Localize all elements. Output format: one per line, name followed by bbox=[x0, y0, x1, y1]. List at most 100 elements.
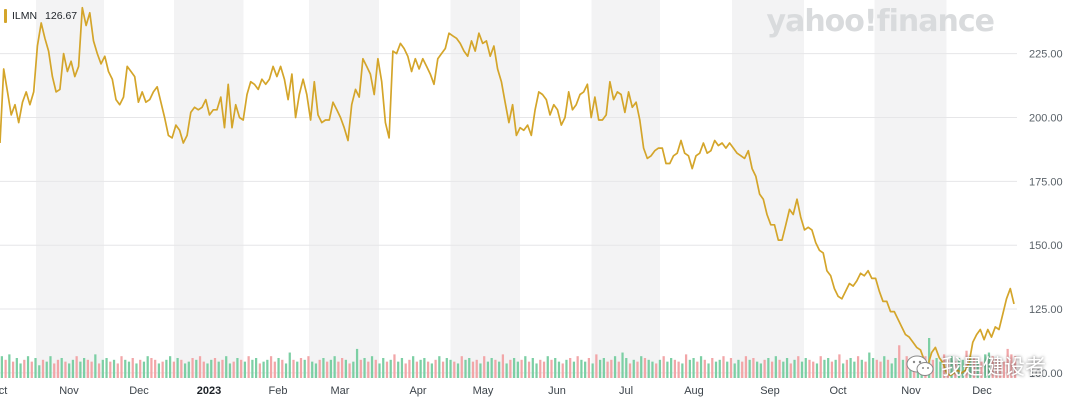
volume-bar bbox=[744, 356, 748, 378]
volume-bar bbox=[423, 358, 426, 378]
x-tick-label: Dec bbox=[972, 385, 992, 397]
volume-bar bbox=[363, 358, 366, 378]
volume-bar bbox=[591, 363, 594, 378]
volume-bar bbox=[670, 358, 673, 378]
volume-bar bbox=[565, 359, 568, 378]
volume-bar bbox=[299, 358, 303, 378]
volume-bar bbox=[445, 358, 448, 378]
volume-bar bbox=[681, 363, 684, 378]
volume-bar bbox=[1002, 361, 1006, 378]
volume-bar bbox=[19, 363, 22, 378]
volume-bar bbox=[804, 358, 807, 378]
volume-bar bbox=[767, 358, 770, 378]
volume-bar bbox=[475, 359, 478, 378]
volume-bar bbox=[247, 356, 250, 378]
volume-bar bbox=[602, 358, 605, 378]
volume-bar bbox=[856, 356, 860, 378]
volume-bar bbox=[621, 352, 624, 378]
volume-bar bbox=[789, 363, 792, 378]
volume-bar bbox=[785, 358, 789, 378]
volume-bar bbox=[382, 358, 385, 378]
volume-bar bbox=[1006, 348, 1009, 378]
volume-bar bbox=[296, 361, 299, 378]
volume-bar bbox=[206, 363, 209, 378]
volume-bar bbox=[210, 359, 213, 378]
volume-bar bbox=[490, 358, 493, 378]
volume-bar bbox=[774, 356, 777, 378]
volume-bar bbox=[393, 354, 396, 378]
volume-bar bbox=[408, 359, 411, 378]
volume-bar bbox=[965, 350, 968, 378]
volume-bar bbox=[673, 359, 677, 378]
volume-bar bbox=[146, 356, 149, 378]
x-tick-label: ct bbox=[0, 385, 7, 397]
x-tick-label: Sep bbox=[760, 385, 780, 397]
volume-bar bbox=[494, 359, 497, 378]
volume-bar bbox=[23, 359, 26, 378]
volume-bar bbox=[684, 354, 688, 378]
volume-bar bbox=[539, 359, 542, 378]
volume-bar bbox=[112, 359, 116, 378]
volume-bar bbox=[412, 356, 415, 378]
volume-bar bbox=[329, 359, 333, 378]
x-tick-label: Apr bbox=[409, 385, 426, 397]
volume-bar bbox=[752, 358, 755, 378]
y-tick-label: 200.00 bbox=[1029, 112, 1063, 124]
volume-bar bbox=[468, 358, 471, 378]
volume-bar bbox=[30, 361, 33, 378]
volume-bar bbox=[486, 361, 490, 378]
x-tick-label: Oct bbox=[829, 385, 846, 397]
volume-bar bbox=[572, 361, 576, 378]
volume-bar bbox=[535, 363, 538, 378]
x-axis: ct Nov Dec 2023 Feb Mar Apr May Jun Jul Aug Sep Oct N… bbox=[0, 385, 992, 397]
volume-bar bbox=[198, 356, 202, 378]
volume-bar bbox=[355, 348, 359, 378]
volume-bar bbox=[905, 356, 908, 378]
yahoo-finance-logo: yahoo!finance bbox=[766, 4, 995, 39]
month-band bbox=[174, 0, 244, 378]
volume-bar bbox=[584, 361, 587, 378]
volume-bar bbox=[94, 354, 97, 378]
volume-bar bbox=[367, 361, 370, 378]
volume-bar bbox=[359, 359, 362, 378]
volume-bar bbox=[378, 363, 381, 378]
x-tick-label: May bbox=[473, 385, 494, 397]
volume-bar bbox=[322, 358, 325, 378]
legend-ticker: ILMN bbox=[12, 10, 38, 22]
volume-bar bbox=[169, 356, 172, 378]
volume-bar bbox=[116, 363, 119, 378]
volume-bar bbox=[883, 356, 886, 378]
volume-bar bbox=[79, 361, 82, 378]
volume-bar bbox=[370, 356, 374, 378]
volume-bar bbox=[97, 363, 101, 378]
volume-bar bbox=[509, 359, 512, 378]
volume-bar bbox=[90, 361, 93, 378]
volume-bar bbox=[711, 358, 714, 378]
volume-bar bbox=[221, 359, 224, 378]
month-band bbox=[36, 0, 104, 378]
volume-bar bbox=[105, 358, 108, 378]
volume-bar bbox=[45, 361, 48, 378]
volume-bar bbox=[580, 359, 583, 378]
volume-bar bbox=[314, 363, 318, 378]
volume-bar bbox=[800, 361, 804, 378]
volume-bar bbox=[886, 359, 890, 378]
volume-bar bbox=[202, 361, 205, 378]
volume-bar bbox=[269, 356, 273, 378]
volume-bar bbox=[901, 359, 905, 378]
volume-bar bbox=[557, 361, 561, 378]
volume-bar bbox=[258, 363, 261, 378]
volume-bar bbox=[613, 356, 617, 378]
volume-bar bbox=[520, 359, 523, 378]
price-series bbox=[0, 6, 1015, 377]
volume-bar bbox=[714, 361, 718, 378]
volume-bar bbox=[759, 363, 763, 378]
volume-bar bbox=[183, 363, 187, 378]
volume-bar bbox=[86, 359, 89, 378]
volume-bar bbox=[389, 359, 392, 378]
volume-bar bbox=[157, 363, 161, 378]
volume-bar bbox=[778, 359, 781, 378]
volume-bar bbox=[154, 359, 157, 378]
legend[interactable]: ILMN 126.67 bbox=[4, 9, 77, 23]
volume-bar bbox=[75, 356, 78, 378]
